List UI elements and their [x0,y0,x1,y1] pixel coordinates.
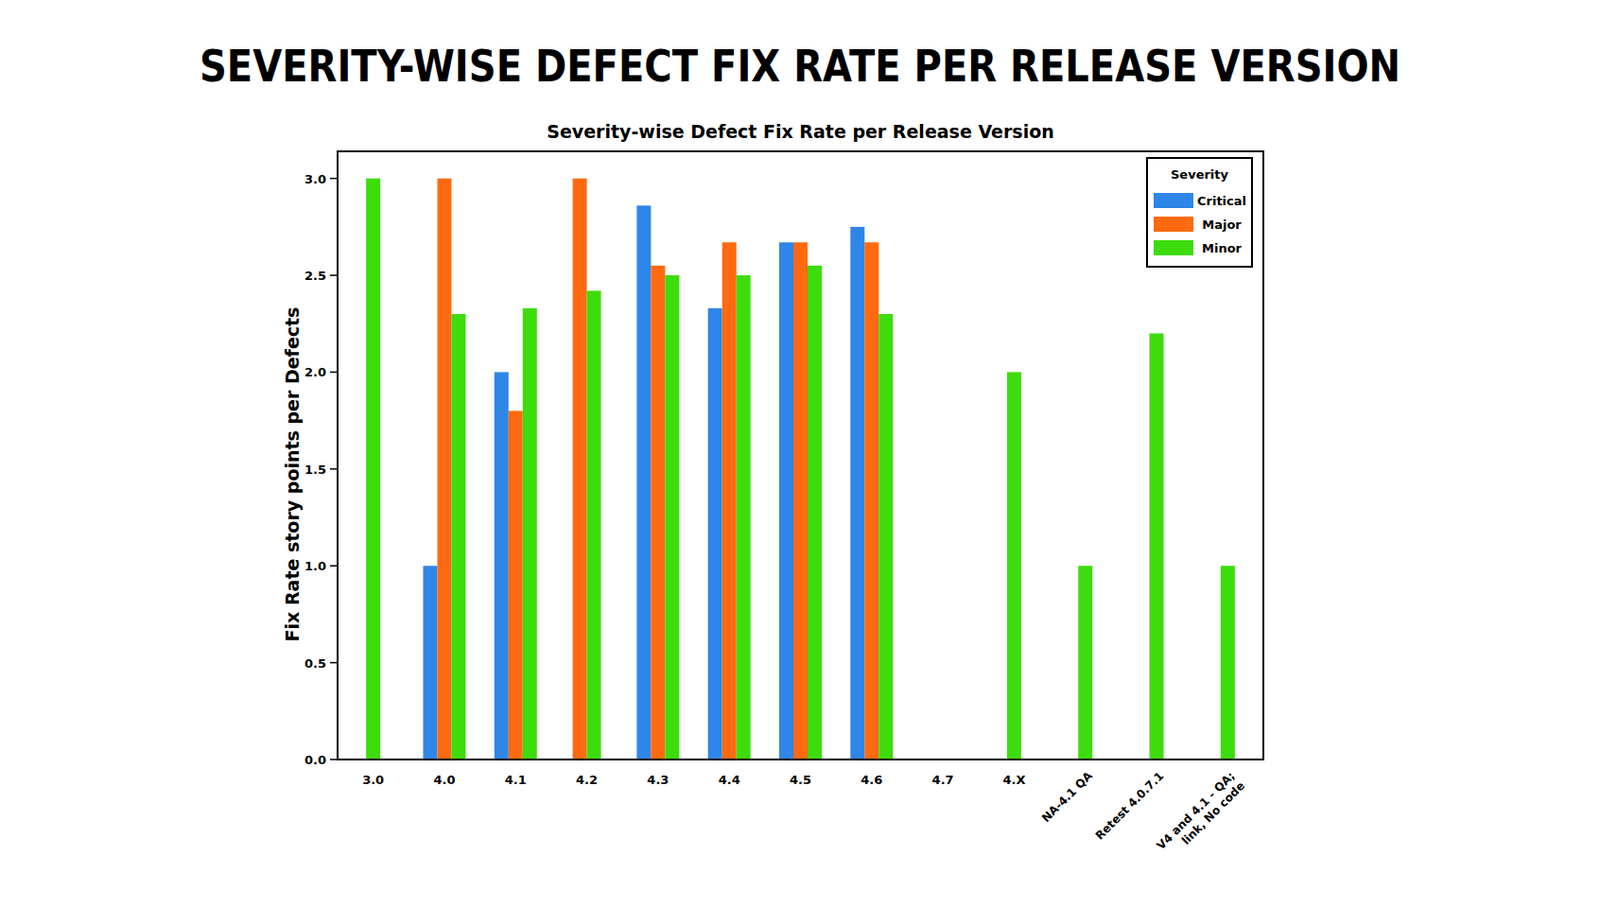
bar [451,313,466,760]
bar [779,242,794,760]
bar [1220,565,1235,760]
x-tick-label: 4.0 [433,772,455,787]
x-tick-label-line: NA-4.1 QA [1039,768,1096,825]
bar [650,265,665,760]
bar [436,178,452,760]
x-tick-label: 4.1 [504,772,527,787]
bar [522,308,538,760]
y-tick-label: 0.0 [304,752,327,767]
chart-title: Severity-wise Defect Fix Rate per Releas… [546,121,1054,142]
legend-box [1147,157,1253,267]
bar [878,313,893,760]
x-tick-label: Retest 4.0.7.1 [1093,768,1166,842]
bar [708,308,723,760]
bar [587,290,602,760]
y-tick [330,758,338,761]
y-tick-label: 1.5 [304,462,327,477]
y-tick-label: 2.0 [304,365,327,380]
x-tick-label: 4.5 [789,772,812,787]
x-tick-label: 4.4 [718,772,741,787]
legend-swatch [1153,216,1194,232]
bar [664,275,679,760]
bar [807,265,822,760]
page-title: SEVERITY-WISE DEFECT FIX RATE PER RELEAS… [199,40,1401,92]
chart-page: SEVERITY-WISE DEFECT FIX RATE PER RELEAS… [0,0,1600,908]
y-tick [330,177,338,180]
bar [422,565,437,760]
bar [736,275,751,760]
x-tick-label: 4.3 [646,772,669,787]
bars [365,178,1235,760]
x-tick-label: 4.7 [932,772,955,787]
x-tick-label: 4.X [1002,772,1026,787]
y-tick-label: 2.5 [304,268,327,283]
y-tick [330,468,338,470]
y-tick-label: 0.5 [304,656,327,671]
bar [636,205,651,760]
bar [1078,565,1093,760]
legend-title: Severity [1170,167,1230,182]
plot-frame [337,151,1264,760]
y-tick [330,371,338,374]
bar [365,178,381,760]
bar [494,371,509,760]
bar [850,226,865,760]
legend: Severity Critical Major Minor [1147,157,1253,267]
y-tick [330,661,338,664]
x-tick-label-line: link, No code [1179,779,1248,848]
y-tick [330,274,338,277]
bar [1149,332,1165,760]
legend-label: Critical [1197,193,1247,209]
bar [864,242,879,760]
x-tick-label: 4.6 [860,772,883,787]
x-tick-label: 3.0 [362,772,384,787]
bar [793,242,808,760]
y-tick-label: 3.0 [304,172,327,187]
bar [722,242,737,760]
legend-swatch [1153,240,1194,256]
x-tick-label-line: Retest 4.0.7.1 [1093,768,1166,842]
y-axis-label: Fix Rate story points per Defects [281,307,303,643]
bar [508,410,523,760]
legend-swatch [1153,192,1194,209]
legend-label: Major [1201,217,1242,232]
bar [573,178,588,760]
x-tick-label: NA-4.1 QA [1039,768,1096,825]
legend-label: Minor [1201,241,1243,256]
y-tick [330,564,338,567]
y-tick-label: 1.0 [304,558,327,574]
bar [1007,371,1022,760]
x-tick-label: 4.2 [575,772,598,787]
x-tick-label: V4 and 4.1 - QA;link, No code [1154,768,1249,863]
